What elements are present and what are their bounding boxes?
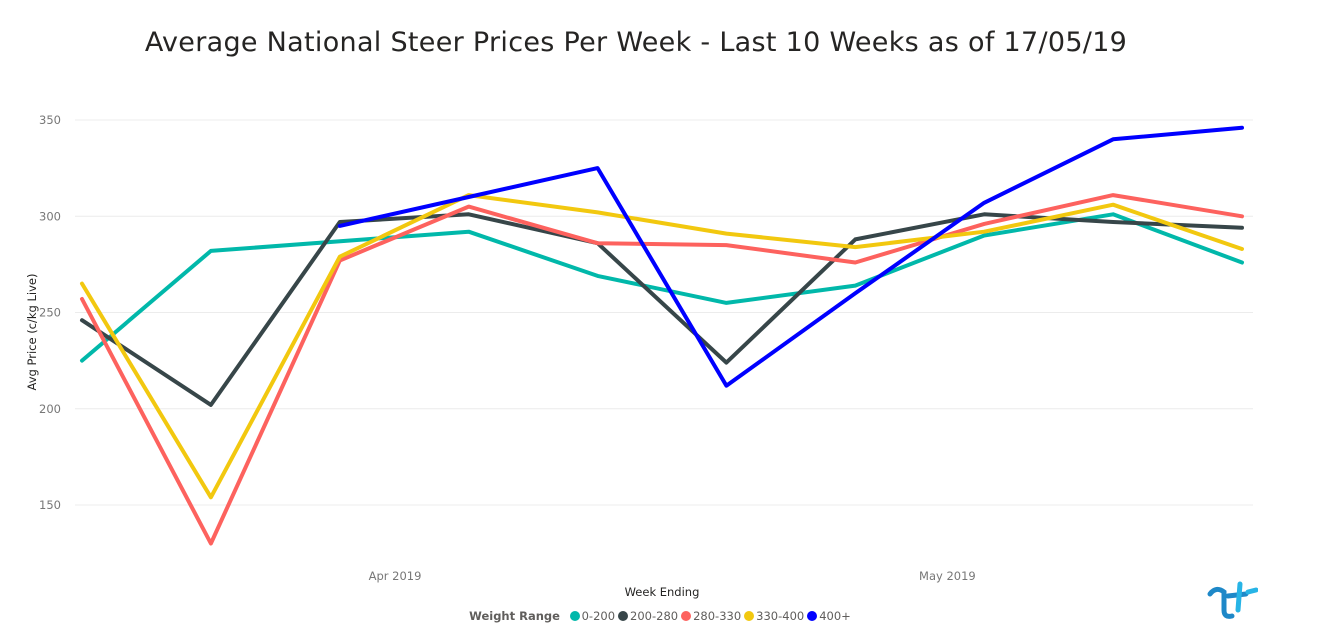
y-tick-label-200: 200 [39, 402, 61, 416]
legend-label: 400+ [819, 609, 851, 623]
series-line-330-400 [80, 193, 1244, 500]
legend-label: 200-280 [630, 609, 679, 623]
legend-label: 0-200 [581, 609, 616, 623]
brand-logo-icon [1207, 581, 1258, 619]
legend: Weight Range 0-200 200-280 280-330 330-400 4… [0, 609, 1323, 623]
y-tick-label-350: 350 [39, 113, 61, 127]
x-tick-label-0: Apr 2019 [369, 569, 422, 583]
x-tick-label-1: May 2019 [919, 569, 976, 583]
y-tick-label-250: 250 [39, 306, 61, 320]
legend-item-330-400[interactable]: 330-400 [744, 609, 804, 623]
legend-item-0-200[interactable]: 0-200 [569, 609, 616, 623]
y-axis-title: Avg Price (c/kg Live) [25, 274, 39, 391]
legend-label: 280-330 [693, 609, 742, 623]
x-axis-title: Week Ending [625, 585, 700, 599]
legend-dot-icon [569, 611, 580, 621]
series-line-400+ [337, 125, 1244, 388]
legend-label: 330-400 [756, 609, 805, 623]
legend-items: 0-200 200-280 280-330 330-400 400+ [569, 609, 854, 623]
y-axis-ticks: 150 200 250 300 350 [39, 113, 61, 512]
gridlines [75, 119, 1253, 506]
legend-dot-icon [807, 611, 818, 621]
legend-title: Weight Range [469, 609, 560, 623]
legend-dot-icon [681, 611, 692, 621]
legend-item-280-330[interactable]: 280-330 [681, 609, 741, 623]
legend-dot-icon [618, 611, 629, 621]
series-lines [80, 125, 1244, 546]
y-tick-label-150: 150 [39, 498, 61, 512]
y-tick-label-300: 300 [39, 209, 61, 223]
chart-title: Average National Steer Prices Per Week -… [144, 27, 1128, 58]
legend-item-200-280[interactable]: 200-280 [618, 609, 678, 623]
x-axis-ticks: Apr 2019 May 2019 [369, 569, 976, 583]
legend-dot-icon [744, 611, 755, 621]
legend-item-400+[interactable]: 400+ [807, 609, 851, 623]
series-line-280-330 [80, 193, 1244, 546]
